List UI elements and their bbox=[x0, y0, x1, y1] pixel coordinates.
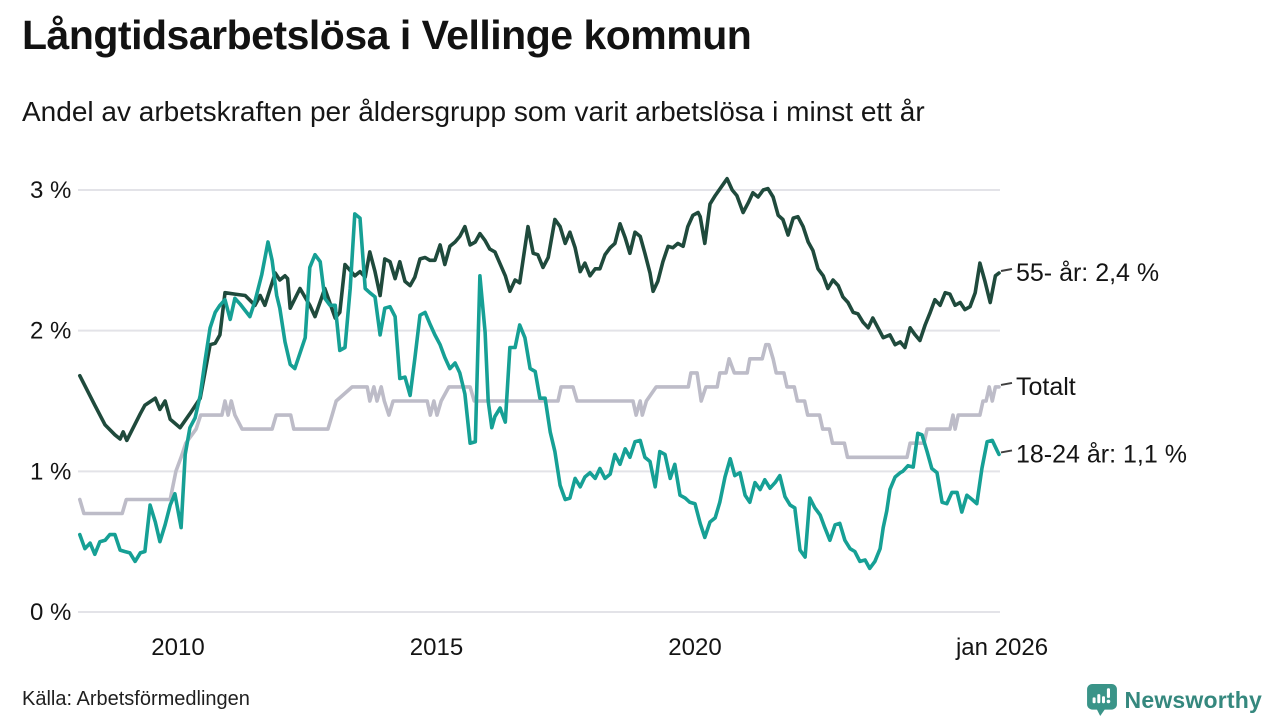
x-axis-tick-label: jan 2026 bbox=[955, 634, 1048, 661]
x-axis-tick-label: 2010 bbox=[151, 634, 204, 661]
y-axis-tick-label: 2 % bbox=[30, 318, 71, 345]
page-title: Långtidsarbetslösa i Vellinge kommun bbox=[22, 12, 752, 58]
newsworthy-pin-barchart-icon bbox=[1086, 684, 1117, 716]
y-axis-tick-label: 3 % bbox=[30, 177, 71, 204]
series-line-totalt bbox=[78, 342, 1001, 516]
x-axis-tick-label: 2015 bbox=[410, 634, 463, 661]
source-credit: Källa: Arbetsförmedlingen bbox=[22, 688, 250, 710]
series-end-label-18-24-r: 18-24 år: 1,1 % bbox=[1016, 440, 1187, 468]
series-end-tick-55-r bbox=[1000, 268, 1013, 272]
newsworthy-logo: Newsworthy bbox=[1086, 684, 1262, 716]
series-line-18-24-r bbox=[78, 212, 1001, 571]
chart-subtitle: Andel av arbetskraften per åldersgrupp s… bbox=[22, 96, 925, 127]
newsworthy-wordmark: Newsworthy bbox=[1124, 686, 1262, 713]
series-end-tick-18-24-r bbox=[1000, 449, 1013, 454]
y-axis-tick-label: 1 % bbox=[30, 458, 71, 485]
series-line-55-r bbox=[78, 176, 1001, 443]
series-end-label-totalt: Totalt bbox=[1016, 373, 1076, 401]
series-end-tick-totalt bbox=[1000, 381, 1013, 386]
series-end-label-55-r: 55- år: 2,4 % bbox=[1016, 259, 1159, 287]
y-axis-tick-label: 0 % bbox=[30, 599, 71, 626]
x-axis-tick-label: 2020 bbox=[668, 634, 721, 661]
